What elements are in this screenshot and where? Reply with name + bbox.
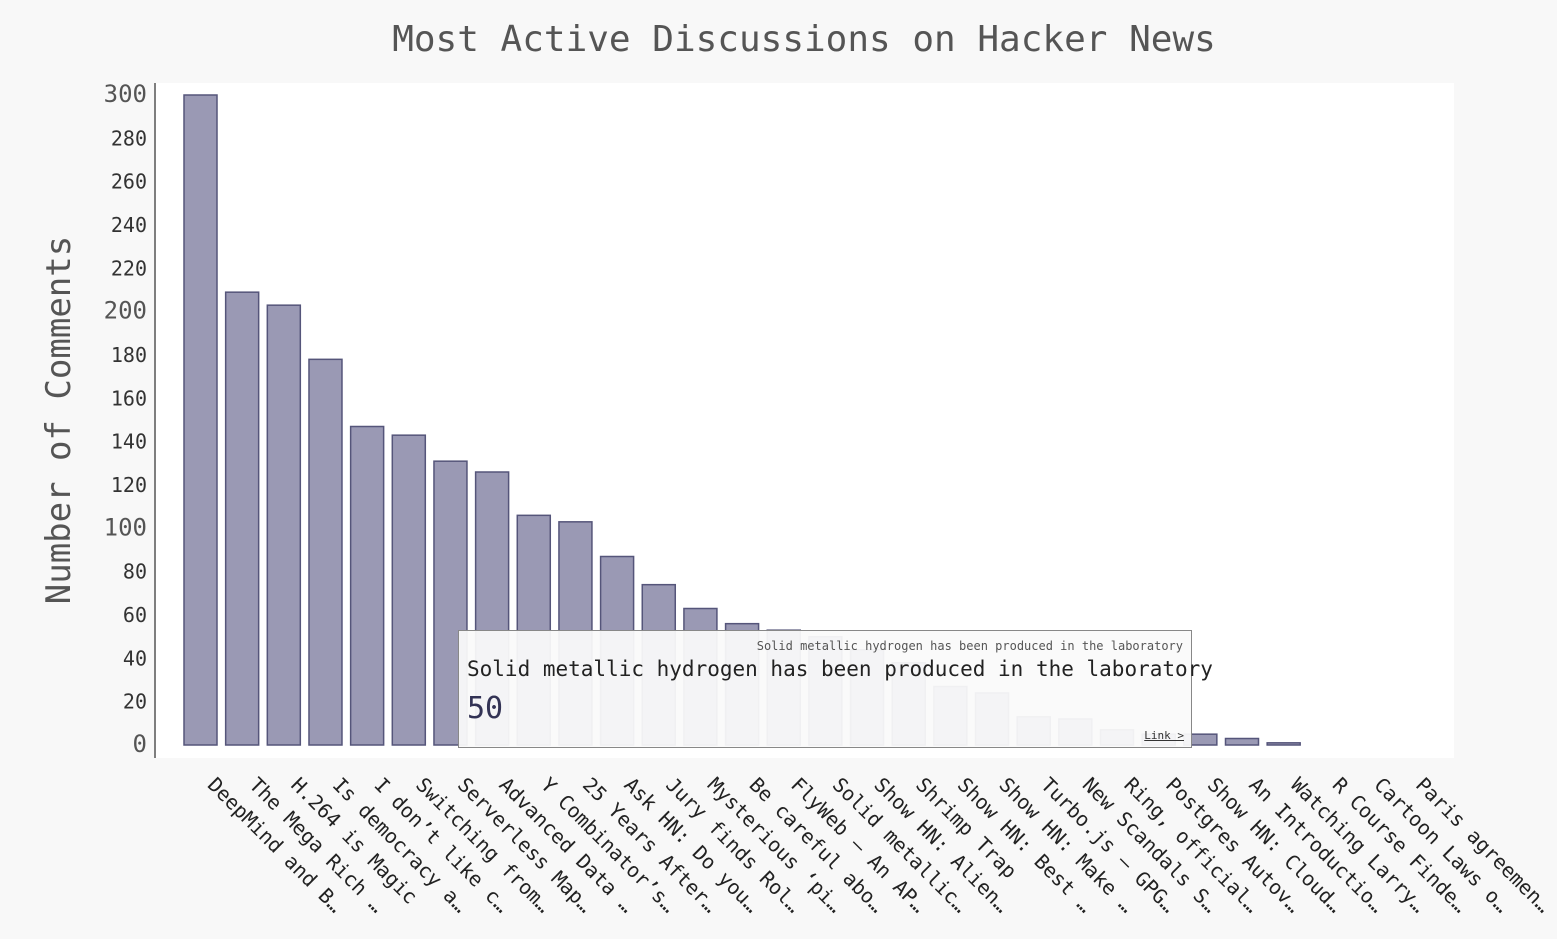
bar[interactable] [308, 358, 343, 746]
y-tick-label: 80 [123, 560, 147, 584]
tooltip-link[interactable]: Link > [1144, 729, 1184, 742]
bar[interactable] [224, 291, 260, 746]
tooltip: Solid metallic hydrogen has been produce… [458, 630, 1213, 748]
y-tick-label: 120 [111, 473, 147, 497]
x-axis-ticks: DeepMind and B…The Mega Rich …H.264 is M… [203, 773, 1556, 918]
y-tick-label: 0 [133, 730, 147, 758]
bar[interactable] [1224, 737, 1260, 746]
y-tick-label: 160 [111, 386, 147, 410]
y-tick-label: 140 [111, 430, 147, 454]
y-tick-label: 60 [123, 603, 147, 627]
bar[interactable] [1266, 742, 1301, 746]
y-tick-label: 20 [123, 690, 147, 714]
tooltip-label: Solid metallic hydrogen has been produce… [756, 639, 1183, 653]
bar[interactable] [391, 434, 427, 746]
y-tick-label: 260 [111, 170, 147, 194]
chart-title: Most Active Discussions on Hacker News [392, 19, 1216, 60]
bar[interactable] [349, 425, 385, 746]
y-tick-label: 100 [104, 513, 147, 541]
y-tick-label: 40 [123, 646, 147, 670]
bar[interactable] [183, 94, 218, 746]
tooltip-value: 50 [467, 691, 504, 726]
tooltip-title: Solid metallic hydrogen has been produce… [467, 657, 1213, 681]
y-axis-label: Number of Comments [39, 236, 79, 604]
y-tick-label: 300 [104, 80, 147, 108]
y-tick-label: 240 [111, 213, 147, 237]
y-axis-ticks: 0 20 40 60 80 100 120 140 160 180 200 220 240 260 280 3… [104, 80, 147, 758]
y-tick-label: 180 [111, 343, 147, 367]
bar[interactable] [266, 304, 302, 746]
y-tick-label: 200 [104, 297, 147, 325]
y-tick-label: 220 [111, 256, 147, 280]
y-tick-label: 280 [111, 126, 147, 150]
